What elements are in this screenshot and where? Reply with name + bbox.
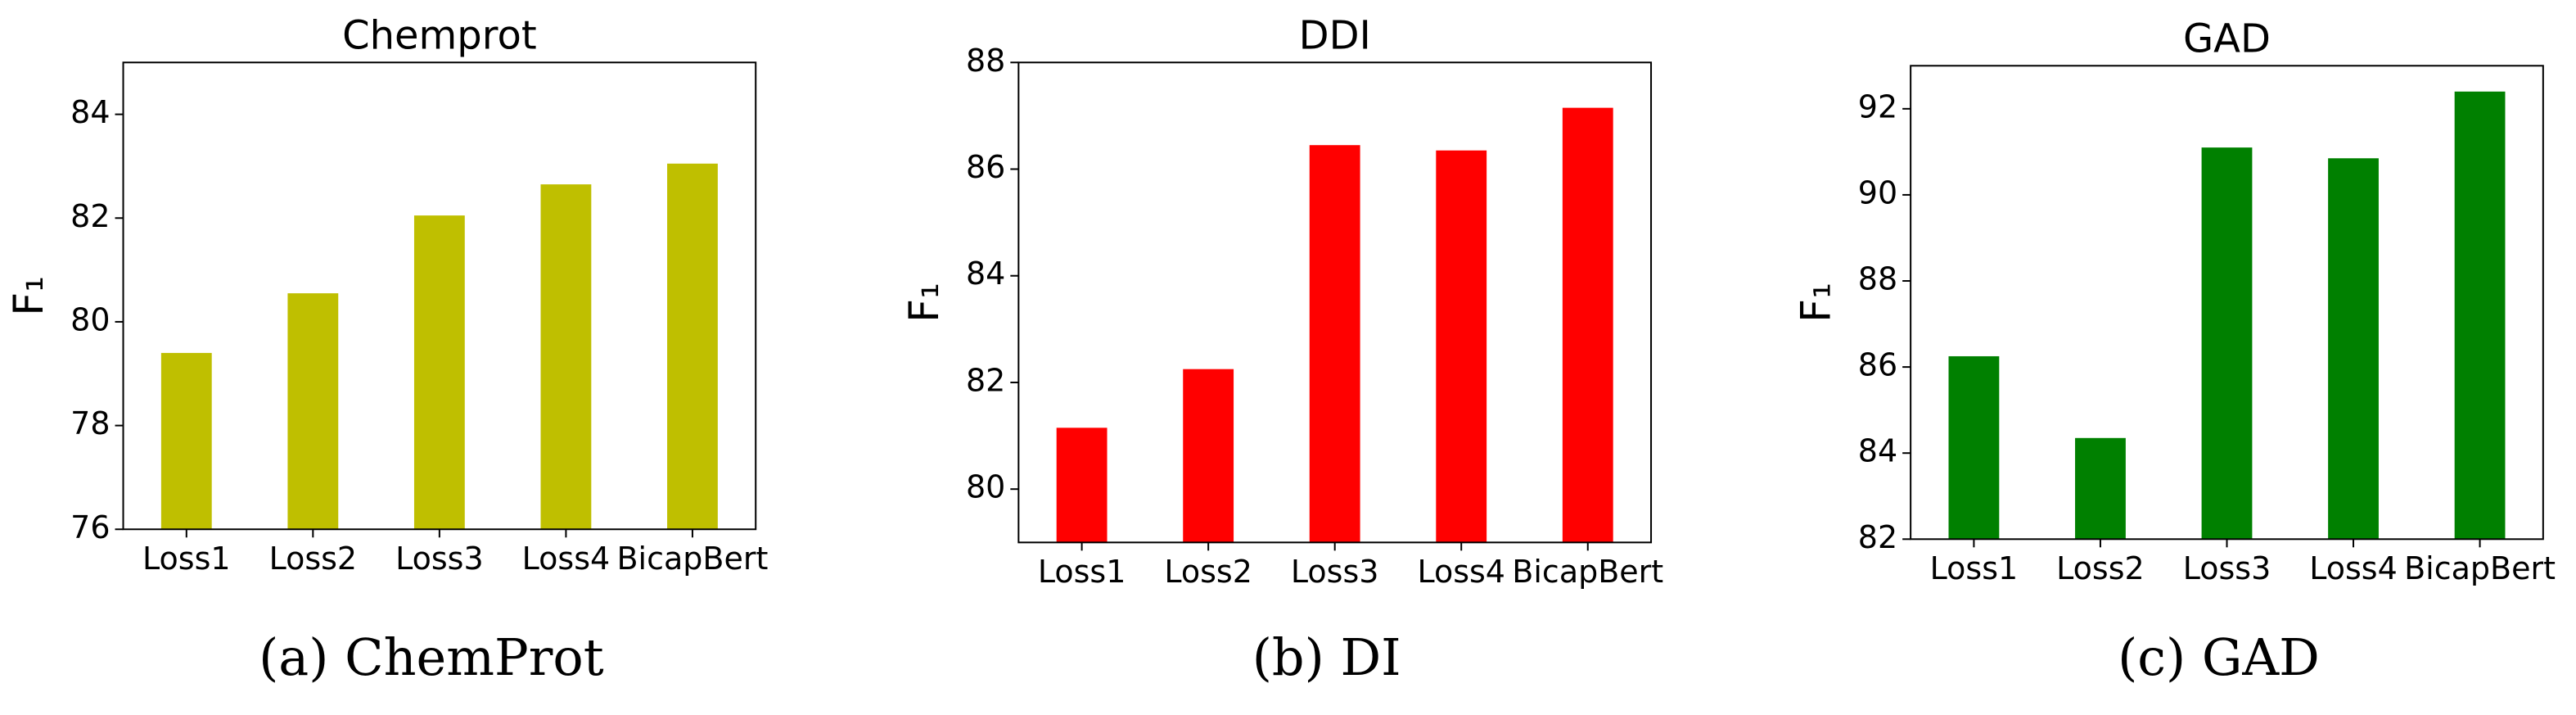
bar [2201, 147, 2253, 540]
caption: (c) GAD [2118, 627, 2320, 687]
y-tick-label: 82 [1858, 519, 1897, 555]
x-tick-label: Loss4 [522, 541, 611, 577]
y-tick-label: 86 [966, 149, 1005, 185]
y-axis-label: F₁ [5, 276, 52, 316]
bar [1309, 145, 1360, 543]
y-tick-label: 90 [1858, 174, 1897, 210]
y-tick-label: 76 [70, 509, 110, 545]
x-tick-label: BicapBert [616, 541, 768, 577]
y-tick-label: 84 [1858, 433, 1897, 469]
y-tick-label: 88 [1858, 261, 1897, 297]
chart-title: Chemprot [342, 12, 537, 58]
x-tick-label: Loss2 [2056, 550, 2145, 586]
bar [1183, 369, 1234, 543]
y-tick-label: 78 [70, 405, 110, 441]
x-tick-label: Loss2 [1164, 554, 1252, 590]
bar [1948, 355, 2000, 540]
bar [160, 352, 212, 530]
bar [287, 293, 339, 530]
chart-title: GAD [2183, 16, 2271, 61]
plot-frame [122, 61, 757, 531]
chart-title: DDI [1299, 12, 1371, 58]
x-tick-label: Loss2 [269, 541, 358, 577]
y-tick-label: 82 [70, 198, 110, 234]
x-tick-label: Loss1 [1038, 554, 1126, 590]
y-tick-label: 92 [1858, 88, 1897, 124]
x-tick-label: Loss1 [1930, 550, 2019, 586]
y-axis-label: F₁ [900, 283, 948, 323]
bar [1562, 107, 1613, 543]
y-tick-label: 86 [1858, 347, 1897, 383]
caption: (b) DI [1252, 627, 1401, 687]
caption: (a) ChemProt [259, 627, 604, 687]
y-tick-label: 88 [966, 43, 1005, 79]
bar [1436, 150, 1487, 543]
y-tick-label: 80 [70, 301, 110, 337]
bar [1056, 428, 1108, 543]
y-axis-label: F₁ [1793, 283, 1840, 323]
x-tick-label: Loss3 [2183, 550, 2271, 586]
plot-frame [1910, 65, 2544, 541]
y-tick-label: 84 [70, 94, 110, 130]
x-tick-label: Loss3 [395, 541, 484, 577]
x-tick-label: Loss4 [1417, 554, 1505, 590]
bar [2075, 437, 2126, 540]
bar [540, 184, 592, 530]
bar [667, 163, 718, 530]
bar [2454, 91, 2506, 540]
bar [413, 215, 465, 530]
x-tick-label: BicapBert [1512, 554, 1663, 590]
y-tick-label: 82 [966, 362, 1005, 398]
x-tick-label: Loss1 [142, 541, 231, 577]
bar [2328, 158, 2379, 540]
plot-frame [1017, 61, 1653, 544]
y-tick-label: 84 [966, 256, 1005, 292]
x-tick-label: BicapBert [2404, 550, 2556, 586]
x-tick-label: Loss4 [2309, 550, 2398, 586]
x-tick-label: Loss3 [1291, 554, 1379, 590]
y-tick-label: 80 [966, 469, 1005, 505]
